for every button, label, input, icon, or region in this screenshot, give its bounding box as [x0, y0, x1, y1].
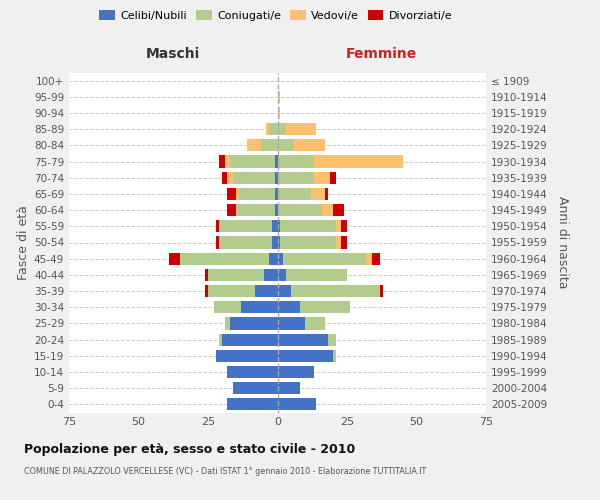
- Bar: [328, 334, 336, 345]
- Bar: [277, 350, 333, 362]
- Bar: [272, 220, 277, 232]
- Bar: [236, 204, 275, 216]
- Bar: [311, 188, 325, 200]
- Bar: [322, 204, 333, 216]
- Bar: [269, 123, 277, 135]
- Text: Femmine: Femmine: [346, 47, 418, 61]
- Bar: [277, 204, 322, 216]
- Bar: [275, 156, 277, 168]
- Bar: [272, 236, 277, 248]
- Bar: [233, 382, 277, 394]
- Bar: [222, 172, 227, 184]
- Bar: [169, 252, 180, 265]
- Bar: [180, 252, 269, 265]
- Bar: [222, 334, 277, 345]
- Bar: [277, 90, 280, 103]
- Bar: [219, 220, 272, 232]
- Bar: [336, 236, 341, 248]
- Text: Maschi: Maschi: [146, 47, 200, 61]
- Legend: Celibi/Nubili, Coniugati/e, Vedovi/e, Divorziati/e: Celibi/Nubili, Coniugati/e, Vedovi/e, Di…: [95, 6, 457, 25]
- Bar: [263, 269, 277, 281]
- Bar: [286, 269, 347, 281]
- Bar: [205, 269, 208, 281]
- Bar: [277, 107, 280, 119]
- Bar: [227, 172, 233, 184]
- Bar: [300, 301, 350, 314]
- Bar: [217, 220, 219, 232]
- Bar: [280, 236, 336, 248]
- Bar: [269, 252, 277, 265]
- Bar: [277, 172, 314, 184]
- Bar: [305, 318, 325, 330]
- Bar: [277, 269, 286, 281]
- Bar: [224, 156, 230, 168]
- Bar: [277, 236, 280, 248]
- Bar: [236, 188, 239, 200]
- Bar: [277, 188, 311, 200]
- Bar: [336, 220, 341, 232]
- Bar: [241, 301, 277, 314]
- Bar: [286, 123, 316, 135]
- Bar: [227, 188, 236, 200]
- Text: COMUNE DI PALAZZOLO VERCELLESE (VC) - Dati ISTAT 1° gennaio 2010 - Elaborazione : COMUNE DI PALAZZOLO VERCELLESE (VC) - Da…: [24, 468, 426, 476]
- Bar: [333, 204, 344, 216]
- Bar: [277, 123, 286, 135]
- Bar: [314, 156, 403, 168]
- Bar: [341, 236, 347, 248]
- Bar: [283, 252, 367, 265]
- Bar: [277, 398, 316, 410]
- Bar: [367, 252, 372, 265]
- Bar: [277, 382, 300, 394]
- Bar: [380, 285, 383, 297]
- Bar: [230, 318, 277, 330]
- Bar: [292, 285, 380, 297]
- Bar: [341, 220, 347, 232]
- Bar: [314, 172, 331, 184]
- Bar: [294, 140, 325, 151]
- Bar: [325, 188, 328, 200]
- Bar: [219, 236, 272, 248]
- Bar: [277, 334, 328, 345]
- Bar: [227, 398, 277, 410]
- Bar: [233, 172, 275, 184]
- Bar: [208, 285, 255, 297]
- Bar: [333, 350, 336, 362]
- Text: Popolazione per età, sesso e stato civile - 2010: Popolazione per età, sesso e stato civil…: [24, 442, 355, 456]
- Y-axis label: Anni di nascita: Anni di nascita: [556, 196, 569, 288]
- Bar: [227, 366, 277, 378]
- Bar: [277, 140, 294, 151]
- Bar: [277, 318, 305, 330]
- Bar: [261, 140, 277, 151]
- Bar: [208, 269, 263, 281]
- Bar: [205, 285, 208, 297]
- Bar: [275, 172, 277, 184]
- Bar: [266, 123, 269, 135]
- Bar: [239, 188, 275, 200]
- Bar: [217, 350, 277, 362]
- Bar: [214, 301, 241, 314]
- Bar: [277, 366, 314, 378]
- Bar: [331, 172, 336, 184]
- Bar: [277, 156, 314, 168]
- Bar: [277, 220, 280, 232]
- Bar: [277, 252, 283, 265]
- Bar: [227, 204, 236, 216]
- Bar: [277, 285, 292, 297]
- Y-axis label: Fasce di età: Fasce di età: [17, 205, 30, 280]
- Bar: [275, 204, 277, 216]
- Bar: [255, 285, 277, 297]
- Bar: [280, 220, 336, 232]
- Bar: [219, 156, 224, 168]
- Bar: [277, 301, 300, 314]
- Bar: [230, 156, 275, 168]
- Bar: [247, 140, 261, 151]
- Bar: [219, 334, 222, 345]
- Bar: [217, 236, 219, 248]
- Bar: [224, 318, 230, 330]
- Bar: [372, 252, 380, 265]
- Bar: [275, 188, 277, 200]
